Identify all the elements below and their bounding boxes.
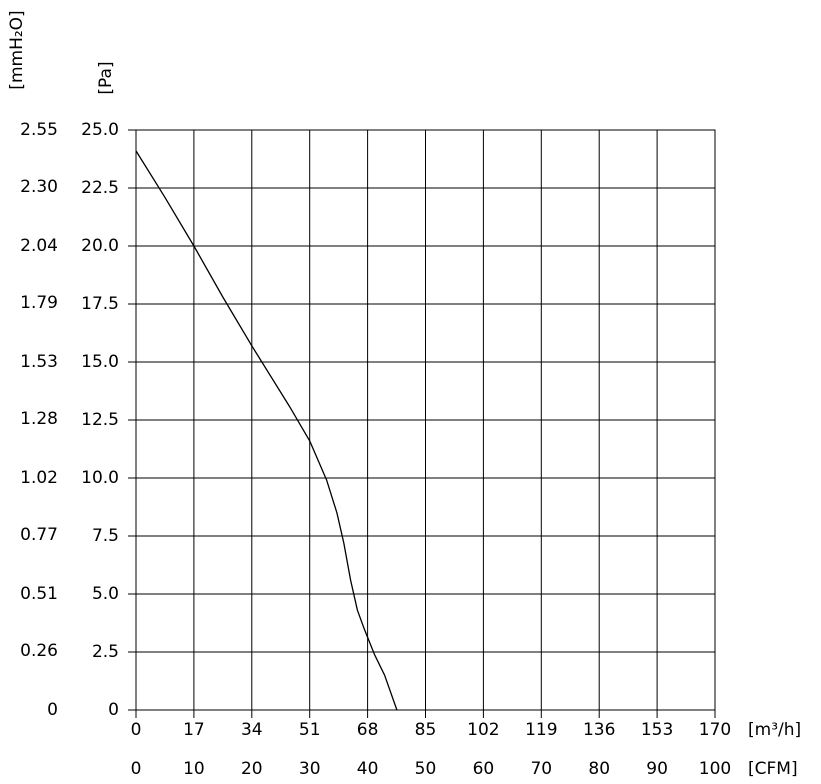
x-tick-label: 17 xyxy=(183,720,205,740)
x2-tick-label: 50 xyxy=(415,759,437,779)
x-tick-label: 102 xyxy=(467,720,499,740)
y-tick-label: 22.5 xyxy=(81,178,119,198)
y-tick-label: 20.0 xyxy=(81,236,119,256)
x2-tick-label: 30 xyxy=(299,759,321,779)
y2-axis-label: [mmH₂O] xyxy=(7,10,27,89)
y-tick-label: 0 xyxy=(108,700,119,720)
y2-tick-label: 0 xyxy=(47,700,58,720)
plot-frame xyxy=(135,129,716,711)
y2-tick-label: 0.26 xyxy=(20,641,58,661)
curve xyxy=(135,150,398,711)
y-tick-label: 25.0 xyxy=(81,120,119,140)
y2-tick-label: 1.28 xyxy=(20,409,58,429)
y-tick-label: 2.5 xyxy=(92,642,119,662)
x2-tick-label: 80 xyxy=(588,759,610,779)
y-tick-label: 12.5 xyxy=(81,410,119,430)
x2-tick-label: 0 xyxy=(131,759,142,779)
x2-tick-label: 90 xyxy=(646,759,668,779)
x2-tick-label: 40 xyxy=(357,759,379,779)
x-tick-label: 68 xyxy=(357,720,379,740)
x-tick-label: 34 xyxy=(241,720,263,740)
x2-tick-label: 70 xyxy=(530,759,552,779)
y2-tick-label: 1.53 xyxy=(20,352,58,372)
y-axis-label: [Pa] xyxy=(96,61,116,94)
y-tick-label: 7.5 xyxy=(92,526,119,546)
x2-tick-label: 10 xyxy=(183,759,205,779)
x-tick-label: 51 xyxy=(299,720,321,740)
y2-tick-label: 1.02 xyxy=(20,468,58,488)
y2-tick-label: 2.55 xyxy=(20,120,58,140)
y2-tick-label: 0.77 xyxy=(20,525,58,545)
y2-tick-label: 0.51 xyxy=(20,584,58,604)
x2-tick-label: 100 xyxy=(699,759,731,779)
x-tick-label: 119 xyxy=(525,720,557,740)
y-tick-label: 15.0 xyxy=(81,352,119,372)
x-tick-label: 153 xyxy=(641,720,673,740)
y2-tick-label: 2.04 xyxy=(20,236,58,256)
x2-tick-label: 20 xyxy=(241,759,263,779)
x2-axis-label: [CFM] xyxy=(748,759,798,779)
x2-tick-label: 60 xyxy=(473,759,495,779)
y-tick-label: 17.5 xyxy=(81,294,119,314)
x-tick-label: 85 xyxy=(415,720,437,740)
x-tick-label: 170 xyxy=(699,720,731,740)
y2-tick-label: 2.30 xyxy=(20,177,58,197)
y-tick-label: 5.0 xyxy=(92,584,119,604)
x-axis-label: [m³/h] xyxy=(748,720,801,740)
x-tick-label: 0 xyxy=(131,720,142,740)
y2-tick-label: 1.79 xyxy=(20,293,58,313)
x-tick-label: 136 xyxy=(583,720,615,740)
y-tick-label: 10.0 xyxy=(81,468,119,488)
